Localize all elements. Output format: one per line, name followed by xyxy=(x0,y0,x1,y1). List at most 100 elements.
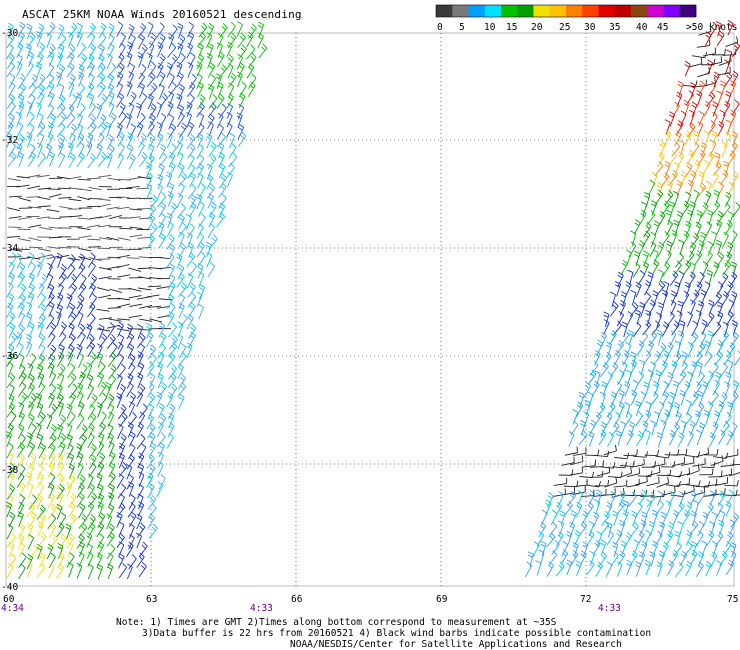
wind-barb xyxy=(643,226,652,238)
wind-barb-feather xyxy=(47,124,53,129)
wind-barb-feather xyxy=(210,204,216,209)
wind-barb-feather xyxy=(67,351,74,356)
wind-barb-feather xyxy=(725,93,731,97)
wind-barb xyxy=(139,545,148,557)
wind-barb-feather xyxy=(619,522,624,527)
wind-barb-feather xyxy=(77,74,83,78)
wind-barb-feather xyxy=(50,427,56,432)
wind-barb-feather xyxy=(705,190,712,195)
wind-barb-feather xyxy=(91,412,97,418)
wind-barb-feather xyxy=(583,510,589,515)
wind-barb xyxy=(146,76,156,88)
wind-barb xyxy=(47,566,55,579)
wind-barb-feather xyxy=(653,384,658,388)
wind-barb-feather xyxy=(11,532,16,538)
wind-barb-feather xyxy=(137,354,143,358)
wind-barb-feather xyxy=(199,283,205,288)
wind-barb-feather xyxy=(676,94,681,99)
wind-barb xyxy=(46,208,60,213)
wind-barb xyxy=(712,104,719,117)
wind-barb-feather xyxy=(236,112,243,116)
wind-barb-feather xyxy=(566,530,573,535)
wind-barb xyxy=(37,386,46,398)
wind-barb-feather xyxy=(671,360,678,365)
wind-barb-feather xyxy=(9,484,15,489)
wind-barb-feather xyxy=(107,566,112,570)
wind-barb-feather xyxy=(149,372,156,377)
wind-barb-feather xyxy=(673,169,678,175)
wind-barb xyxy=(710,460,724,467)
wind-barb-feather xyxy=(687,162,693,167)
wind-barb-feather xyxy=(156,101,163,106)
wind-barb xyxy=(246,35,254,48)
wind-barb-feather xyxy=(250,44,256,50)
wind-barb-feather xyxy=(600,432,605,437)
wind-barb xyxy=(681,423,687,436)
wind-barb-feather xyxy=(58,487,63,492)
wind-barb-feather xyxy=(160,147,165,151)
wind-barb-feather xyxy=(108,86,113,90)
wind-barb-feather xyxy=(26,26,32,30)
wind-barb-feather xyxy=(725,100,731,106)
wind-barb xyxy=(27,255,35,268)
wind-barb xyxy=(127,346,135,359)
wind-barb-feather xyxy=(130,353,136,359)
wind-barb xyxy=(17,427,25,440)
wind-barb-feather xyxy=(66,423,73,427)
wind-barb-feather xyxy=(28,255,33,259)
wind-barb xyxy=(704,507,714,518)
wind-barb-feather xyxy=(69,46,74,52)
wind-barb-feather xyxy=(36,142,43,147)
wind-barb-feather xyxy=(715,239,722,243)
wind-barb xyxy=(107,397,115,410)
wind-barb xyxy=(78,57,87,69)
wind-barb-feather xyxy=(131,91,137,97)
wind-barb xyxy=(717,494,726,507)
wind-barb-feather xyxy=(197,165,203,170)
wind-barb-feather xyxy=(127,425,133,429)
wind-barb xyxy=(96,555,103,568)
wind-barb xyxy=(106,148,115,160)
wind-barb-feather xyxy=(725,504,731,508)
wind-barb-feather xyxy=(219,151,225,157)
wind-barb-feather xyxy=(640,519,647,524)
wind-barb-feather xyxy=(141,46,146,52)
wind-barb-feather xyxy=(653,223,659,227)
wind-barb xyxy=(722,235,729,248)
wind-barb-feather xyxy=(7,124,12,129)
wind-barb xyxy=(116,377,123,390)
wind-barb-feather xyxy=(119,131,125,137)
wind-barb-feather xyxy=(236,115,242,119)
wind-barb xyxy=(147,486,155,499)
wind-barb xyxy=(609,305,619,317)
wind-barb-feather xyxy=(122,412,128,418)
wind-barb-feather xyxy=(227,57,233,62)
wind-barb-feather xyxy=(9,73,16,78)
wind-barb-feather xyxy=(690,81,696,86)
wind-barb xyxy=(57,68,66,80)
wind-barb-feather xyxy=(11,335,16,340)
wind-barb-feather xyxy=(20,374,26,379)
wind-barb-feather xyxy=(667,476,670,484)
wind-barb-feather xyxy=(51,522,57,527)
wind-barb-feather xyxy=(172,341,178,347)
wind-barb-feather xyxy=(48,362,55,367)
wind-barb-feather xyxy=(632,460,635,467)
wind-barb xyxy=(603,450,617,456)
wind-barb xyxy=(57,427,64,440)
wind-barb-feather xyxy=(57,452,64,457)
legend-label: 20 xyxy=(531,22,543,33)
wind-barb-feather xyxy=(87,373,94,378)
wind-barb xyxy=(108,94,115,107)
wind-barb-feather xyxy=(241,81,247,87)
wind-barb-feather xyxy=(137,122,144,127)
wind-barb-feather xyxy=(82,424,88,430)
wind-barb-feather xyxy=(613,361,619,367)
wind-barb xyxy=(76,95,83,109)
wind-barb xyxy=(129,234,143,238)
wind-barb xyxy=(680,392,686,406)
wind-barb xyxy=(48,538,58,549)
wind-barb-feather xyxy=(82,363,88,369)
wind-barb-feather xyxy=(718,522,724,527)
wind-barb-feather xyxy=(28,534,34,539)
